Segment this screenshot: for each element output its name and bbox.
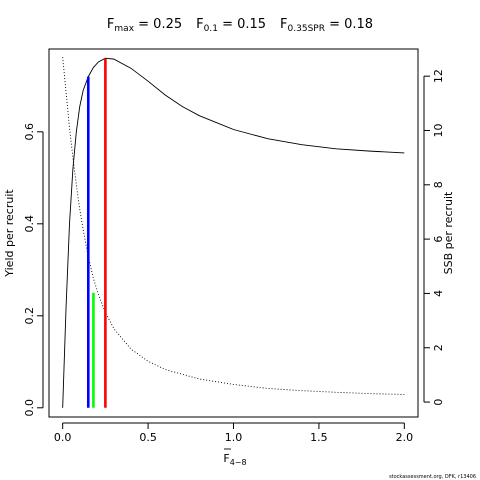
x-tick-label: 0.5 — [139, 431, 157, 444]
x-axis-title-main: F — [223, 452, 229, 465]
y-right-tick-label: 4 — [432, 290, 445, 297]
y-right-tick-label: 10 — [432, 123, 445, 137]
title-f35-main: F — [280, 17, 287, 32]
series-layer — [62, 57, 405, 408]
axes-layer: 0.0 0.5 1.0 1.5 2.0 0.0 0.2 0.4 0.6 0 2 4 6 8 10 12 — [23, 69, 445, 444]
y-right-tick-label: 0 — [432, 399, 445, 406]
title-fmax-main: F — [107, 17, 114, 32]
y-right-tick-label: 2 — [432, 344, 445, 351]
title-f01-sub: 0.1 — [204, 24, 218, 34]
plot-frame — [48, 48, 419, 418]
title-f35-value: = 0.18 — [325, 17, 373, 32]
x-tick-label: 2.0 — [396, 431, 414, 444]
y-left-tick-label: 0.2 — [23, 307, 36, 325]
y-right-tick-label: 6 — [432, 236, 445, 243]
title-f01-main: F — [196, 17, 203, 32]
y-left-tick-label: 0.4 — [23, 215, 36, 233]
y-right-tick-label: 12 — [432, 69, 445, 83]
x-tick-label: 1.5 — [310, 431, 328, 444]
x-tick-label: 1.0 — [225, 431, 243, 444]
y-axis-right-title: SSB per recruit — [442, 191, 455, 274]
title-f35-sub: 0.35SPR — [288, 24, 325, 34]
ssb-per-recruit-line — [62, 57, 405, 395]
y-axis-left-title: Yield per recruit — [3, 189, 16, 278]
x-axis-title: F4−8 — [223, 452, 246, 467]
y-left-tick-label: 0.0 — [23, 399, 36, 417]
title-fmax-sub: max — [114, 24, 134, 34]
title-f01-value: = 0.15 — [218, 17, 266, 32]
y-right-tick-label: 8 — [432, 181, 445, 188]
y-left-tick-label: 0.6 — [23, 123, 36, 141]
yield-per-recruit-line — [62, 57, 405, 408]
x-axis-title-sub: 4−8 — [230, 458, 247, 467]
reference-lines — [86, 58, 107, 408]
title-fmax-value: = 0.25 — [134, 17, 182, 32]
x-tick-label: 0.0 — [54, 431, 72, 444]
chart-title: Fmax = 0.25 F0.1 = 0.15 F0.35SPR = 0.18 — [107, 17, 373, 34]
footer-credit: stockassessment.org, DFK, r13406 — [389, 474, 476, 480]
